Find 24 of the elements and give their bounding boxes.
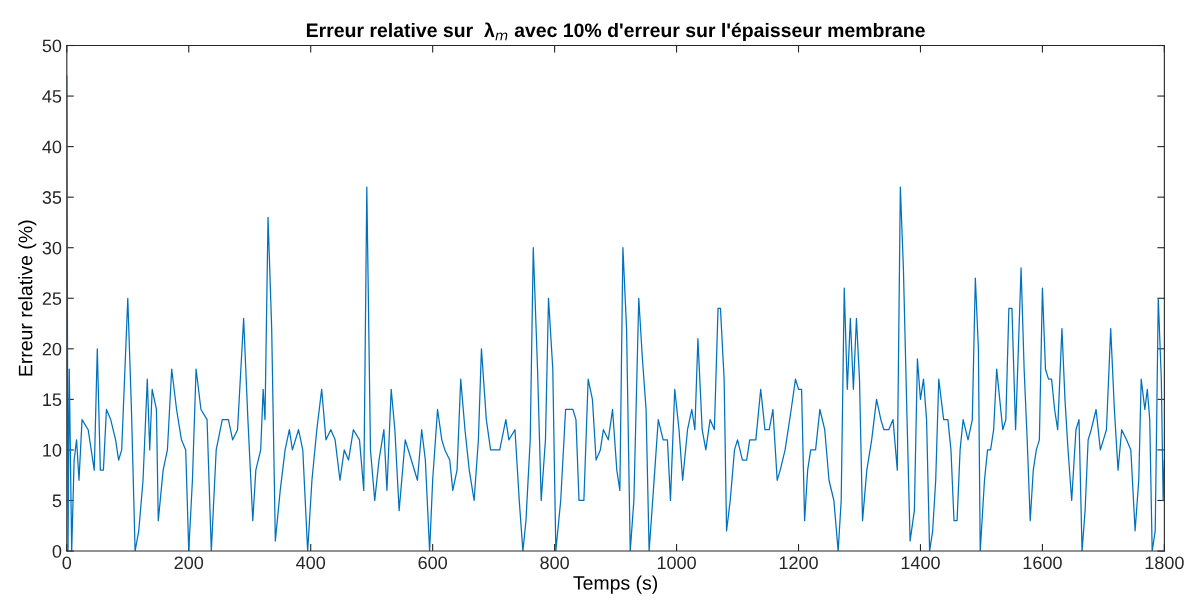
x-tick-label: 400 — [296, 556, 326, 570]
x-tick-label: 1800 — [1145, 556, 1184, 570]
y-tick-label: 5 — [52, 494, 62, 508]
chart-title: Erreur relative sur λ$_{m}$ avec 10% d'erreur sur l'épaisseur membrane — [306, 22, 925, 42]
x-tick-label: 1200 — [779, 556, 818, 570]
x-tick-label: 1000 — [657, 556, 696, 570]
x-tick-label: 0 — [62, 556, 72, 570]
y-tick-label: 40 — [42, 140, 62, 154]
y-tick-label: 0 — [52, 544, 62, 558]
y-tick-label: 10 — [43, 443, 62, 457]
y-tick-label: 15 — [43, 393, 62, 407]
x-tick-label: 1600 — [1023, 556, 1062, 570]
y-tick-label: 20 — [42, 342, 62, 356]
y-tick-label: 50 — [42, 39, 62, 53]
y-axis-title: Erreur relative (%) — [18, 220, 37, 376]
x-tick-label: 1400 — [901, 556, 940, 570]
x-tick-label: 600 — [418, 556, 448, 570]
y-tick-label: 30 — [42, 241, 62, 255]
x-tick-label: 800 — [540, 556, 569, 570]
y-tick-label: 45 — [42, 90, 62, 103]
y-tick-label: 25 — [42, 292, 62, 305]
x-tick-label: 200 — [174, 556, 204, 570]
y-tick-label: 35 — [42, 191, 62, 204]
x-axis-title: Temps (s) — [573, 575, 658, 594]
